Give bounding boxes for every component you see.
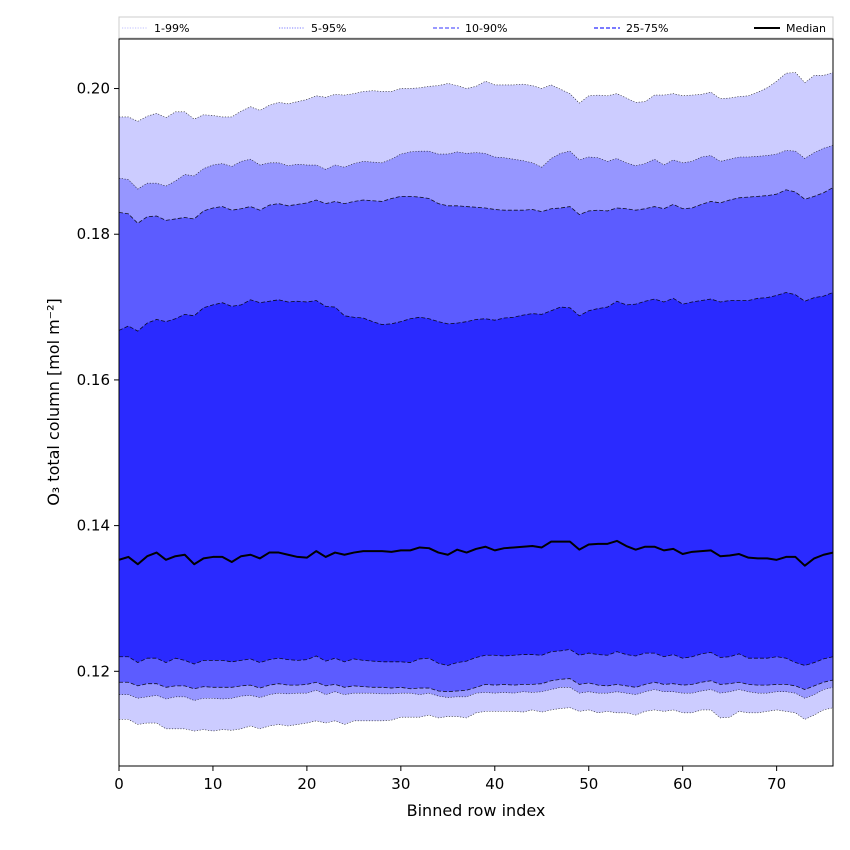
legend-label-1-99: 1-99% (154, 22, 189, 35)
legend-label-5-95: 5-95% (311, 22, 346, 35)
y-tick-label: 0.16 (77, 371, 110, 389)
band-5-95-lower-edge (119, 687, 833, 701)
median-line (119, 539, 833, 567)
x-tick-label: 60 (673, 775, 692, 793)
x-axis-label: Binned row index (407, 801, 546, 820)
y-tick-label: 0.18 (77, 225, 110, 243)
x-tick-label: 50 (579, 775, 598, 793)
band-25-75-upper-edge (119, 292, 833, 332)
legend-label-median: Median (786, 22, 826, 35)
band-1-99-lower-edge (119, 707, 833, 732)
band-10-90-lower-edge (119, 678, 833, 693)
band-1-99-upper-edge (119, 72, 833, 122)
y-axis-label: O₃ total column [mol m⁻²] (44, 298, 63, 506)
x-tick-label: 20 (297, 775, 316, 793)
x-tick-label: 10 (203, 775, 222, 793)
plot-frame (118, 38, 834, 767)
x-axis: 0 10 20 30 40 50 60 70 (114, 766, 786, 793)
median-layer (119, 539, 833, 567)
band-25-75 (119, 292, 833, 666)
y-tick-label: 0.14 (77, 517, 110, 535)
x-tick-label: 0 (114, 775, 124, 793)
band-5-95-upper-edge (119, 145, 833, 190)
y-tick-label: 0.12 (77, 662, 110, 680)
band-25-75-lower-edge (119, 649, 833, 666)
y-axis: 0.12 0.14 0.16 0.18 0.20 (77, 80, 119, 680)
legend-label-25-75: 25-75% (626, 22, 668, 35)
x-tick-label: 30 (391, 775, 410, 793)
x-tick-label: 70 (767, 775, 786, 793)
legend-label-10-90: 10-90% (465, 22, 507, 35)
legend-box (118, 16, 834, 39)
legend: 1-99% 5-95% 10-90% 25-75% Median (118, 16, 834, 39)
y-tick-label: 0.20 (77, 80, 110, 98)
x-tick-label: 40 (485, 775, 504, 793)
percentile-bands (119, 72, 833, 732)
